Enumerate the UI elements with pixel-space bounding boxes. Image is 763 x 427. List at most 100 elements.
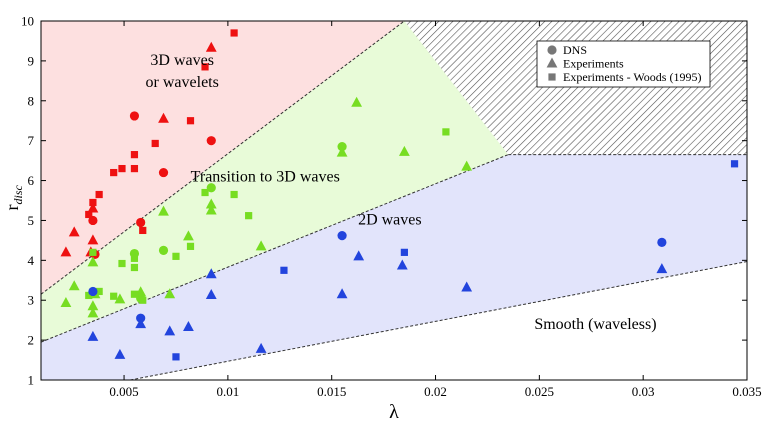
x-axis-label: λ: [389, 401, 399, 423]
data-point-red-square-20: [130, 164, 139, 173]
data-point-green-triangle-13: [255, 240, 267, 251]
data-point-blue-triangle-12: [183, 320, 194, 331]
data-point-green-circle-3: [158, 245, 169, 255]
data-point-blue-square-17: [730, 160, 739, 168]
y-tick-label: 5: [28, 213, 35, 228]
y-tick-label: 8: [28, 93, 35, 108]
region-label-green: Transition to 3D waves: [191, 168, 340, 185]
region-label-white: Smooth (waveless): [534, 316, 656, 333]
region-labels: 3D waves or wavelets Transition to 3D wave…: [146, 52, 657, 333]
data-point-blue-triangle-4: [353, 250, 365, 261]
data-point-green-square-28: [130, 254, 139, 262]
data-point-red-square-17: [151, 139, 159, 148]
data-point-green-square-35: [130, 290, 139, 298]
data-point-green-square-29: [172, 252, 180, 260]
data-point-green-triangle-17: [114, 293, 126, 304]
region-label-line: 3D waves: [150, 52, 214, 69]
data-point-green-triangle-21: [87, 300, 99, 311]
y-tick-label: 7: [28, 133, 35, 148]
data-point-red-triangle-11: [60, 246, 72, 257]
x-tick-label: 0.015: [317, 384, 346, 399]
data-point-blue-square-20: [172, 353, 180, 361]
data-point-red-square-19: [118, 164, 126, 173]
data-point-green-square-25: [230, 190, 238, 199]
data-point-red-square-16: [130, 151, 139, 159]
data-point-red-triangle-10: [87, 234, 99, 245]
data-point-green-circle-1: [206, 183, 216, 193]
data-point-red-square-18: [110, 168, 118, 177]
data-point-red-circle-4: [88, 215, 98, 226]
data-point-red-triangle-6: [205, 41, 217, 52]
legend-entry-label: Experiments: [563, 57, 624, 71]
data-point-blue-triangle-11: [135, 318, 147, 329]
region-label-blue: 2D waves: [358, 211, 422, 228]
plot-frame: [40, 20, 748, 381]
region-label-line: Smooth (waveless): [534, 316, 656, 333]
y-axis-label-main: r: [2, 205, 22, 211]
data-point-red-square-21: [95, 190, 103, 199]
data-point-green-triangle-9: [205, 198, 217, 209]
axis-ticks: 0.005 0.01 0.015 0.02 0.025 0.03 0.035 1 2 3 4 5 6 7 8…: [21, 14, 762, 400]
data-point-red-square-22: [89, 198, 97, 207]
data-point-green-square-34: [110, 292, 118, 300]
series-blue: [87, 160, 739, 361]
data-point-red-triangle-9: [68, 226, 80, 237]
data-point-green-triangle-22: [87, 307, 99, 318]
data-point-green-triangle-8: [461, 160, 473, 171]
data-point-red-triangle-8: [87, 202, 99, 213]
data-point-blue-triangle-16: [255, 342, 267, 353]
data-point-green-square-30: [186, 242, 195, 250]
y-tick-label: 10: [21, 14, 34, 29]
data-point-green-triangle-15: [68, 280, 80, 291]
region-label-line: or wavelets: [146, 74, 219, 91]
region-transition: [41, 21, 509, 343]
legend-entry-label: DNS: [563, 43, 587, 57]
y-tick-label: 9: [28, 53, 35, 68]
legend-circle-icon: [547, 45, 557, 55]
data-point-green-triangle-5: [351, 96, 363, 107]
legend-triangle-icon: [546, 57, 558, 68]
data-point-green-triangle-7: [398, 145, 410, 156]
data-point-red-square-15: [186, 117, 195, 125]
data-point-green-triangle-10: [205, 204, 217, 215]
data-point-red-circle-3: [136, 217, 146, 228]
data-point-green-square-33: [95, 287, 103, 296]
region-layer: [41, 21, 747, 380]
data-point-blue-triangle-14: [87, 330, 99, 341]
y-tick-label: 4: [28, 253, 35, 268]
data-point-green-square-23: [442, 128, 450, 136]
x-tick-label: 0.025: [525, 384, 554, 399]
legend-square-icon: [548, 73, 556, 81]
data-points: [60, 29, 739, 361]
data-point-blue-triangle-6: [656, 263, 668, 274]
data-point-red-square-23: [85, 210, 93, 219]
data-point-green-triangle-20: [60, 297, 72, 308]
data-point-green-triangle-14: [87, 256, 99, 267]
legend-entry-label: Experiments - Woods (1995): [563, 70, 701, 84]
y-tick-label: 6: [28, 173, 35, 188]
data-point-green-square-37: [139, 296, 147, 304]
legend-box: [536, 40, 711, 88]
data-point-green-triangle-11: [158, 205, 169, 216]
data-point-blue-triangle-7: [205, 268, 217, 279]
data-point-blue-circle-3: [88, 286, 98, 297]
boundary-line-upper: [41, 21, 405, 295]
y-tick-label: 2: [28, 333, 35, 348]
data-point-red-square-24: [139, 226, 147, 235]
data-point-blue-square-18: [400, 248, 408, 256]
y-axis-label: rdisc: [2, 184, 25, 210]
data-point-blue-triangle-5: [396, 259, 408, 270]
data-point-blue-square-19: [280, 266, 288, 274]
boundary-line-middle: [41, 154, 509, 343]
data-point-blue-triangle-13: [164, 325, 176, 336]
data-point-blue-triangle-9: [336, 288, 348, 299]
region-label-line: Transition to 3D waves: [191, 168, 340, 185]
data-point-green-square-24: [201, 188, 209, 197]
data-point-red-square-14: [201, 63, 209, 71]
data-point-green-square-31: [118, 259, 126, 268]
series-green: [60, 96, 473, 318]
y-axis-label-subscript: disc: [11, 184, 25, 204]
